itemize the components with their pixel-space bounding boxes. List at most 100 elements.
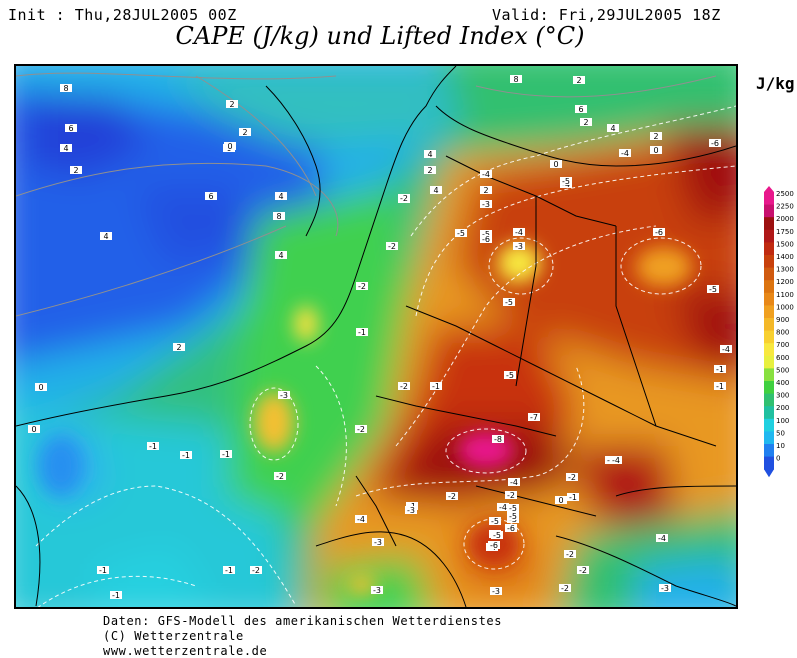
lifted-index-label: -3	[373, 586, 381, 595]
lifted-index-label: 0	[38, 383, 43, 392]
lifted-index-label: 4	[278, 251, 283, 260]
lifted-index-label-bg	[356, 282, 368, 290]
lifted-index-label-bg	[555, 496, 567, 504]
legend-label: 200	[776, 404, 789, 412]
lifted-index-label-bg	[355, 515, 367, 523]
lifted-index-label-bg	[507, 512, 519, 520]
lifted-index-label-bg	[528, 413, 540, 421]
cape-field	[16, 66, 736, 607]
legend-label: 2500	[776, 190, 794, 198]
lifted-index-label: -3	[492, 587, 500, 596]
lifted-index-label: 2	[483, 186, 488, 195]
lifted-index-label: 8	[513, 75, 518, 84]
legend-swatch	[764, 355, 774, 369]
lifted-index-label-bg	[503, 298, 515, 306]
lifted-index-label: -5	[505, 298, 513, 307]
lifted-index-label-bg	[575, 105, 587, 113]
lifted-index-label: -2	[358, 282, 366, 291]
lifted-index-label: -1	[716, 382, 724, 391]
lifted-index-label: -1	[358, 328, 366, 337]
lifted-index-label-bg	[491, 531, 503, 539]
lifted-index-label-bg	[398, 194, 410, 202]
lifted-index-label-bg	[35, 383, 47, 391]
lifted-index-label-bg	[405, 506, 417, 514]
lifted-index-label-bg	[386, 242, 398, 250]
lifted-index-label: -1	[99, 566, 107, 575]
lifted-index-label: 6	[208, 192, 213, 201]
lifted-index-label-bg	[275, 251, 287, 259]
legend-swatch	[764, 456, 774, 470]
legend-label: 400	[776, 379, 789, 387]
init-time: Init : Thu,28JUL2005 00Z	[8, 6, 237, 24]
lifted-index-label-bg	[508, 478, 520, 486]
legend-label: 500	[776, 366, 789, 374]
geopotential-lines	[16, 72, 717, 317]
lifted-index-label-bg	[650, 146, 662, 154]
lifted-index-label: -1	[112, 591, 120, 600]
lifted-index-label-bg	[492, 435, 504, 443]
lifted-index-label-bg	[567, 493, 579, 501]
lifted-index-label: -5	[562, 177, 570, 186]
lifted-index-label: -4	[722, 345, 730, 354]
lifted-index-label-bg	[480, 200, 492, 208]
lifted-index-label-bg	[656, 534, 668, 542]
lifted-index-label-bg	[275, 192, 287, 200]
lifted-index-label: 8	[63, 84, 68, 93]
lifted-index-label: -5	[506, 371, 514, 380]
lifted-index-label-bg	[488, 541, 500, 549]
lifted-index-label: -4	[621, 149, 629, 158]
lifted-index-label: -4	[612, 456, 620, 465]
lifted-index-label-bg	[566, 473, 578, 481]
lifted-index-label-bg	[100, 232, 112, 240]
lifted-index-label-bg	[607, 124, 619, 132]
legend-swatch	[764, 431, 774, 445]
legend-label: 1300	[776, 266, 794, 274]
lifted-index-label-bg	[480, 230, 492, 238]
lifted-index-label: -5	[493, 531, 501, 540]
lifted-index-label: -3	[482, 200, 490, 209]
lifted-index-label-bg	[577, 566, 589, 574]
legend-label: 100	[776, 417, 789, 425]
lifted-index-label-bg	[707, 285, 719, 293]
lifted-index-label-bg	[610, 456, 622, 464]
lifted-index-label: -5	[509, 504, 517, 513]
lifted-index-label: -2	[579, 566, 587, 575]
legend-swatch	[764, 393, 774, 407]
lifted-index-label: 2	[576, 76, 581, 85]
lifted-index-label: -1	[149, 442, 157, 451]
lifted-index-label: -1	[182, 451, 190, 460]
lifted-index-label-bg	[504, 371, 516, 379]
lifted-index-label-bg	[250, 566, 262, 574]
lifted-index-label: -2	[561, 584, 569, 593]
lifted-index-label-bg	[490, 587, 502, 595]
lifted-index-label: -3	[515, 242, 523, 251]
lifted-index-label: -4	[510, 478, 518, 487]
footer-url: www.wetterzentrale.de	[103, 644, 268, 658]
lifted-index-label-bg	[110, 591, 122, 599]
lifted-index-label-bg	[580, 118, 592, 126]
lifted-index-label-bg	[510, 75, 522, 83]
legend-swatch	[764, 418, 774, 432]
legend-label: 300	[776, 392, 789, 400]
legend-label: 600	[776, 354, 789, 362]
legend-label: 2000	[776, 215, 794, 223]
lifted-index-label: 0	[31, 425, 36, 434]
lifted-index-label: -2	[252, 566, 260, 575]
legend-label: 50	[776, 429, 785, 437]
lifted-index-label: -4	[658, 534, 666, 543]
legend-label: 1100	[776, 291, 794, 299]
lifted-index-label: 2	[653, 132, 658, 141]
legend-swatch	[764, 368, 774, 382]
lifted-index-label-bg	[372, 538, 384, 546]
lifted-index-label-bg	[97, 566, 109, 574]
lifted-index-labels: 82642082264-20428442426242000-2-2-2-1-1-…	[28, 75, 732, 600]
lifted-index-label: -6	[711, 139, 719, 148]
lifted-index-label: -1	[225, 566, 233, 575]
lifted-index-label: 4	[610, 124, 615, 133]
lifted-index-label-bg	[480, 170, 492, 178]
lifted-index-label: -7	[530, 413, 538, 422]
legend-label: 10	[776, 442, 785, 450]
lifted-index-label: -2	[448, 492, 456, 501]
weather-map: 82642082264-20428442426242000-2-2-2-1-1-…	[14, 64, 738, 609]
lifted-index-label-bg	[714, 365, 726, 373]
